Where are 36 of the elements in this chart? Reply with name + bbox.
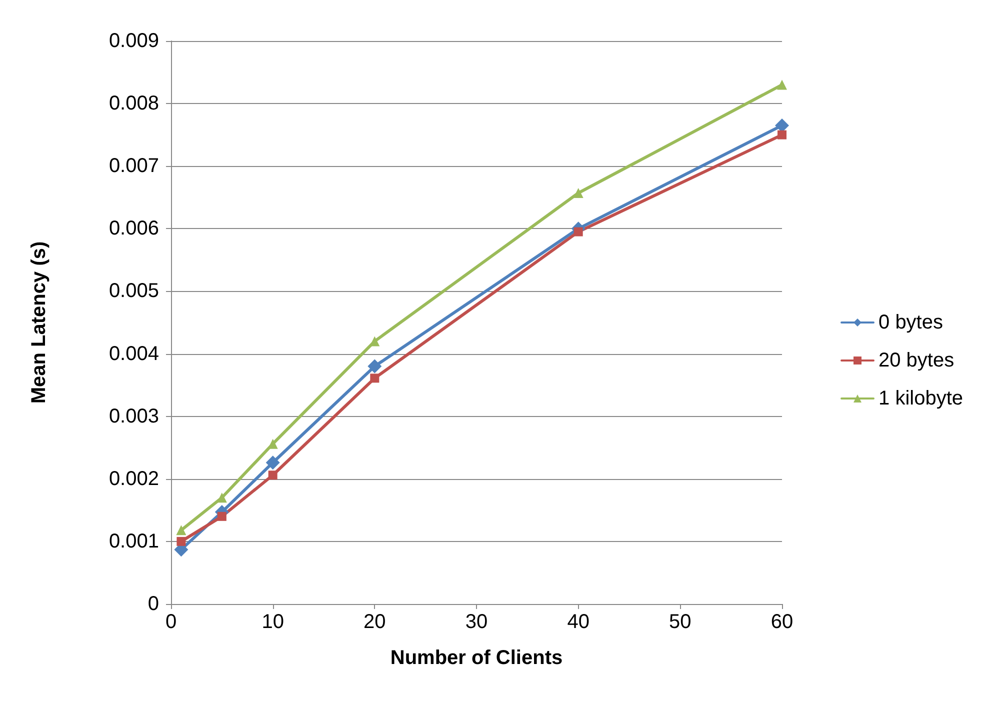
x-tick-label: 50 [669, 611, 692, 633]
y-tick-label: 0.002 [108, 468, 159, 490]
point [775, 118, 789, 132]
point [216, 492, 227, 503]
legend-label: 0 bytes [878, 312, 943, 334]
y-tick-label: 0.006 [108, 218, 159, 240]
point [266, 456, 280, 470]
point [777, 80, 787, 90]
point [176, 536, 186, 546]
x-tick-label: 30 [465, 611, 488, 633]
y-tick-label: 0.004 [108, 342, 159, 365]
point [268, 470, 278, 480]
point [573, 188, 584, 198]
y-tick-label: 0.007 [108, 155, 159, 178]
point [370, 336, 380, 346]
x-axis-title: Number of Clients [390, 647, 563, 669]
y-tick-label: 0.001 [108, 530, 159, 552]
y-tick-label: 0.008 [108, 92, 159, 115]
point [370, 374, 380, 383]
y-tick-label: 0.009 [108, 30, 159, 52]
y-tick-label: 0.003 [108, 405, 159, 428]
point [217, 512, 226, 521]
x-tick-label: 60 [770, 611, 794, 633]
point [574, 227, 583, 236]
y-tick-label: 0 [148, 593, 159, 615]
x-tick-label: 10 [262, 611, 284, 633]
point [176, 525, 186, 536]
point [368, 359, 382, 374]
x-tick-label: 20 [364, 611, 386, 633]
point [778, 130, 786, 140]
legend-label: 1 kilobyte [878, 388, 964, 410]
y-axis-title: Mean Latency (s) [28, 241, 50, 404]
y-tick-label: 0.005 [108, 280, 159, 302]
x-tick-label: 0 [165, 611, 177, 633]
legend-label: 20 bytes [878, 350, 954, 372]
x-tick-label: 40 [567, 611, 590, 633]
